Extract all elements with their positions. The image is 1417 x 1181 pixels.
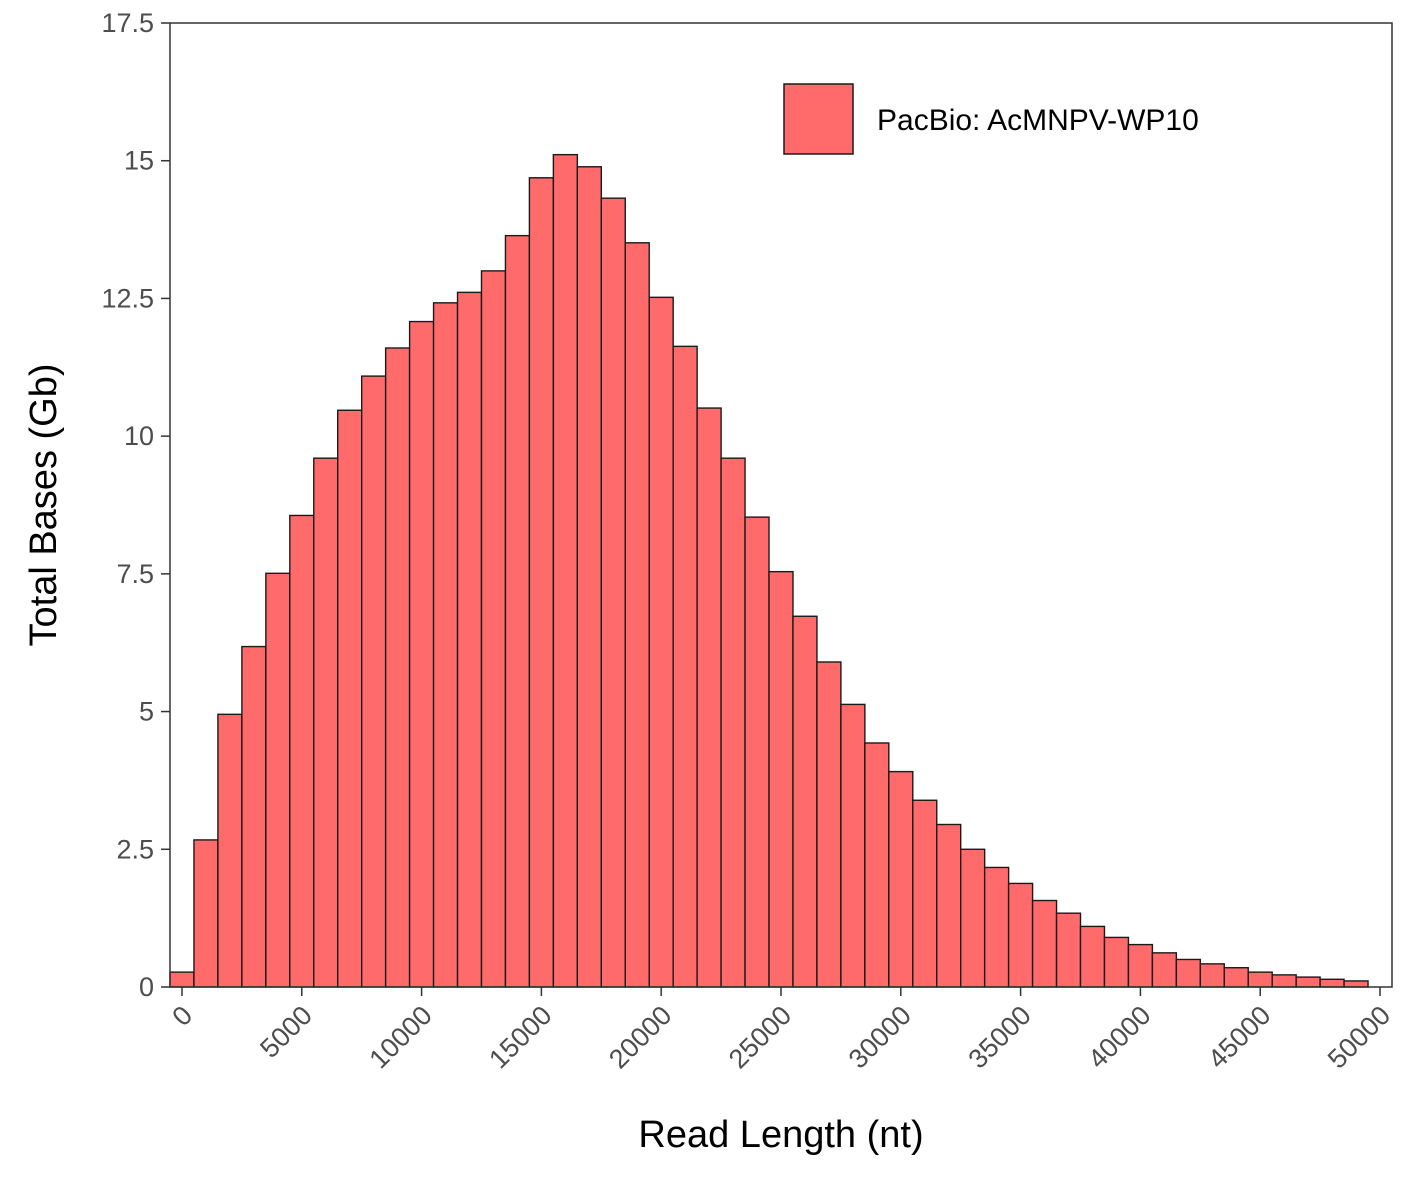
x-tick-label: 5000 — [254, 1000, 318, 1064]
histogram-bar — [576, 166, 602, 988]
y-tick-label: 17.5 — [101, 8, 154, 38]
y-tick-label: 10 — [124, 421, 154, 451]
histogram-bar — [888, 770, 914, 988]
legend-label: PacBio: AcMNPV-WP10 — [877, 104, 1199, 137]
y-tick-label: 2.5 — [116, 834, 154, 864]
histogram-bar — [408, 320, 435, 988]
histogram-bar — [552, 153, 579, 988]
y-axis-title: Total Bases (Gb) — [23, 364, 65, 647]
histogram-bar — [936, 823, 962, 988]
x-axis-title: Read Length (nt) — [638, 1114, 923, 1156]
histogram-bar — [1271, 974, 1297, 988]
histogram-bar — [912, 799, 938, 988]
x-tick-label: 30000 — [843, 1000, 917, 1074]
legend-swatch — [783, 83, 854, 155]
histogram-bar — [289, 514, 315, 988]
histogram-bar — [1295, 976, 1321, 988]
histogram-bar — [1007, 882, 1034, 988]
x-tick-label: 40000 — [1082, 1000, 1156, 1074]
histogram-bar — [696, 407, 722, 988]
histogram-bar — [768, 570, 794, 988]
histogram-bar — [360, 375, 387, 988]
y-tick-label: 0 — [139, 972, 154, 1002]
histogram-bar — [864, 742, 890, 988]
histogram-bar — [648, 296, 674, 988]
x-axis: 0 5000 10000 15000 20000 25000 30000 35000 40000… — [166, 987, 1396, 1074]
y-tick-label: 15 — [124, 146, 154, 176]
histogram-bar — [600, 197, 626, 988]
histogram-bar — [1223, 967, 1249, 988]
legend: PacBio: AcMNPV-WP10 — [783, 83, 1199, 155]
histogram-bar — [1343, 980, 1369, 988]
histogram-bar — [983, 866, 1010, 988]
histogram-bar — [672, 345, 698, 988]
histogram-bar — [744, 516, 770, 988]
x-tick-label: 25000 — [723, 1000, 797, 1074]
bars-group — [169, 153, 1369, 988]
histogram-bar — [840, 703, 866, 988]
histogram-bar — [816, 661, 842, 988]
y-axis: 0 2.5 5 7.5 10 12.5 15 17.5 — [101, 8, 170, 1002]
histogram-bar — [169, 971, 195, 988]
histogram-bar — [1079, 925, 1106, 988]
histogram-bar — [241, 645, 267, 988]
y-tick-label: 5 — [139, 697, 154, 727]
histogram-bar — [432, 302, 459, 988]
histogram-bar — [1103, 936, 1130, 988]
histogram-bar — [624, 242, 650, 988]
histogram-bar — [792, 615, 818, 988]
histogram-bar — [265, 572, 291, 988]
histogram-bar — [456, 291, 483, 988]
histogram-bar — [1055, 912, 1082, 988]
y-tick-label: 7.5 — [116, 559, 154, 589]
histogram-bar — [1319, 978, 1345, 988]
histogram-bar — [480, 270, 507, 988]
histogram-bar — [1175, 958, 1202, 988]
x-tick-label: 35000 — [963, 1000, 1037, 1074]
x-tick-label: 20000 — [603, 1000, 677, 1074]
histogram-bar — [528, 177, 555, 988]
x-tick-label: 15000 — [483, 1000, 557, 1074]
histogram-bar — [1127, 943, 1154, 988]
histogram-bar — [217, 713, 243, 988]
histogram-bar — [1199, 963, 1225, 988]
histogram-bar — [384, 347, 411, 988]
histogram-bar — [1151, 952, 1178, 988]
x-tick-label: 50000 — [1322, 1000, 1396, 1074]
histogram-bar — [1031, 899, 1058, 988]
y-tick-label: 12.5 — [101, 283, 154, 313]
histogram-bar — [313, 457, 339, 988]
histogram-bar — [504, 234, 531, 988]
histogram-bar — [960, 848, 986, 988]
histogram-bar — [337, 409, 363, 988]
x-tick-label: 0 — [166, 1000, 198, 1032]
x-tick-label: 10000 — [364, 1000, 438, 1074]
histogram-bar — [720, 457, 746, 988]
histogram-bar — [1247, 971, 1273, 988]
x-tick-label: 45000 — [1202, 1000, 1276, 1074]
histogram-bar — [193, 839, 219, 988]
